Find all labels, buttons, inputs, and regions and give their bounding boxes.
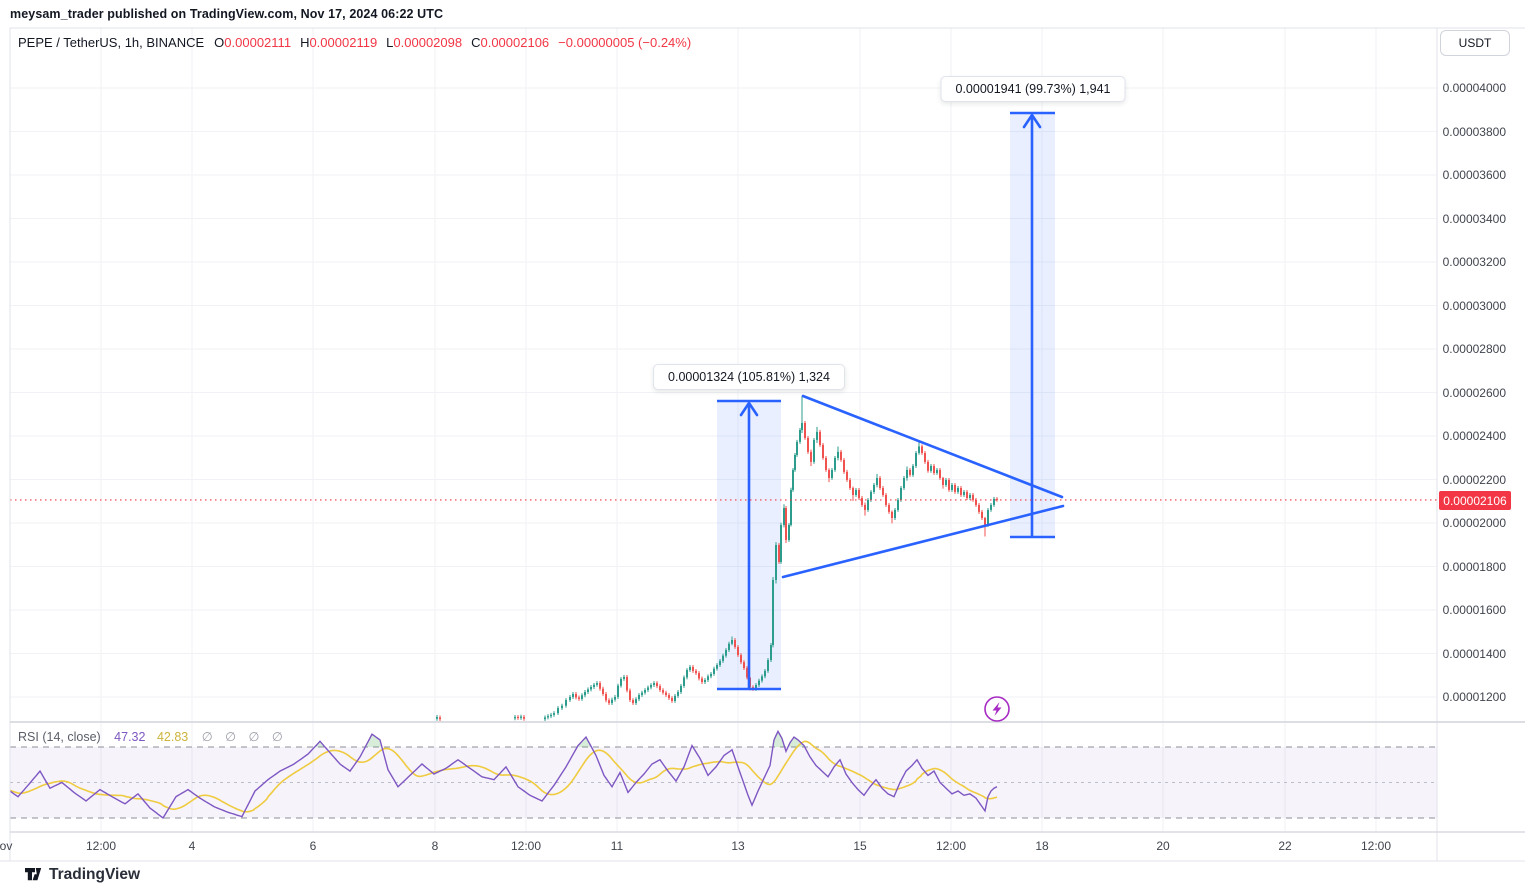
price-axis-label: 0.00003400 [1442,211,1506,226]
symbol-header[interactable]: PEPE / TetherUS, 1h, BINANCE O0.00002111 H… [18,35,691,50]
time-axis-label: 8 [431,839,439,853]
time-axis-label: 13 [731,839,745,853]
time-axis-label: 12:00 [1360,839,1392,853]
measurement-label-2[interactable]: 0.00001941 (99.73%) 1,941 [940,76,1126,102]
time-axis-label: 11 [610,839,624,853]
time-axis-label: 18 [1035,839,1049,853]
price-axis-label: 0.00003600 [1442,168,1506,182]
price-axis-label: 0.00003200 [1442,255,1506,269]
tradingview-logo-icon [25,867,42,880]
price-axis-label: 0.00001200 [1442,690,1506,704]
close-value: 0.00002106 [480,35,550,50]
tradingview-logo-link[interactable]: TradingView [25,866,140,884]
time-axis-label: 15 [853,839,867,853]
time-axis-label: ov [0,839,13,853]
change-value: −0.00000005 (−0.24%) [558,35,692,50]
rsi-value: 47.32 [114,730,146,744]
price-axis-label: 0.00004000 [1442,81,1506,95]
price-axis-label: 0.00003800 [1442,124,1506,139]
rsi-empty-slot: ∅ [248,730,260,744]
high-value: 0.00002119 [309,35,378,50]
price-axis-label: 0.00002000 [1442,516,1506,530]
measurement-label-1[interactable]: 0.00001324 (105.81%) 1,324 [653,364,845,390]
close-label: C [471,35,481,50]
lightning-event-icon[interactable] [984,696,1010,722]
tradingview-brand-text: TradingView [49,866,141,883]
last-price-label[interactable]: 0.00002106 [1439,491,1511,510]
currency-toggle-button[interactable]: USDT [1440,30,1510,56]
price-axis-label: 0.00002200 [1442,472,1506,487]
publisher-bar: meysam_trader published on TradingView.c… [10,7,444,21]
price-axis-label: 0.00001800 [1442,559,1506,574]
time-axis-label: 12:00 [510,839,542,853]
rsi-empty-slot: ∅ [225,730,236,744]
rsi-empty-slot: ∅ [271,730,283,744]
price-axis-label: 0.00003000 [1442,298,1506,313]
open-label: O [214,35,225,50]
low-label: L [386,35,394,50]
rsi-params: (14, close) [42,730,101,744]
rsi-title: RSI [18,730,39,744]
time-axis-label: 22 [1278,839,1292,853]
time-axis-label: 12:00 [935,839,967,853]
rsi-ma-value: 42.83 [156,730,189,744]
price-axis-label: 0.00002600 [1442,385,1506,400]
open-value: 0.00002111 [224,35,292,50]
low-value: 0.00002098 [393,35,463,50]
price-axis-label: 0.00002800 [1442,342,1506,356]
price-axis-label: 0.00002400 [1442,429,1506,443]
price-axis-label: 0.00001600 [1442,603,1506,617]
time-axis-label: 20 [1156,839,1170,853]
high-label: H [300,35,310,50]
time-axis-label: 12:00 [85,839,117,853]
time-axis-label: 6 [309,839,317,853]
symbol-title: PEPE / TetherUS, 1h, BINANCE [18,35,205,50]
time-axis-label: 4 [188,839,196,853]
rsi-empty-slot: ∅ [201,730,213,744]
price-axis-label: 0.00001400 [1442,646,1506,661]
rsi-legend[interactable]: RSI (14, close) 47.32 42.83 ∅ ∅ ∅ ∅ [18,729,292,744]
